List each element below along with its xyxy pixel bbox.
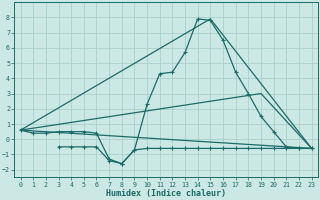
X-axis label: Humidex (Indice chaleur): Humidex (Indice chaleur): [106, 189, 226, 198]
